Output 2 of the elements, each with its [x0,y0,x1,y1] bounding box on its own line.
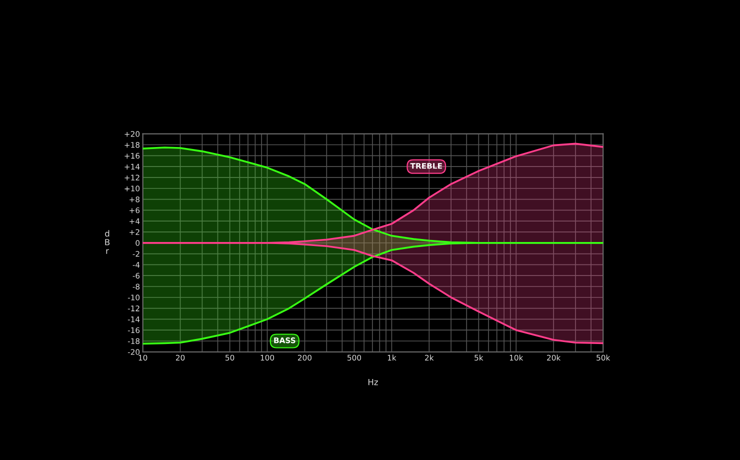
x-axis-title: Hz [368,378,378,386]
y-axis-title: dBr [105,230,110,254]
